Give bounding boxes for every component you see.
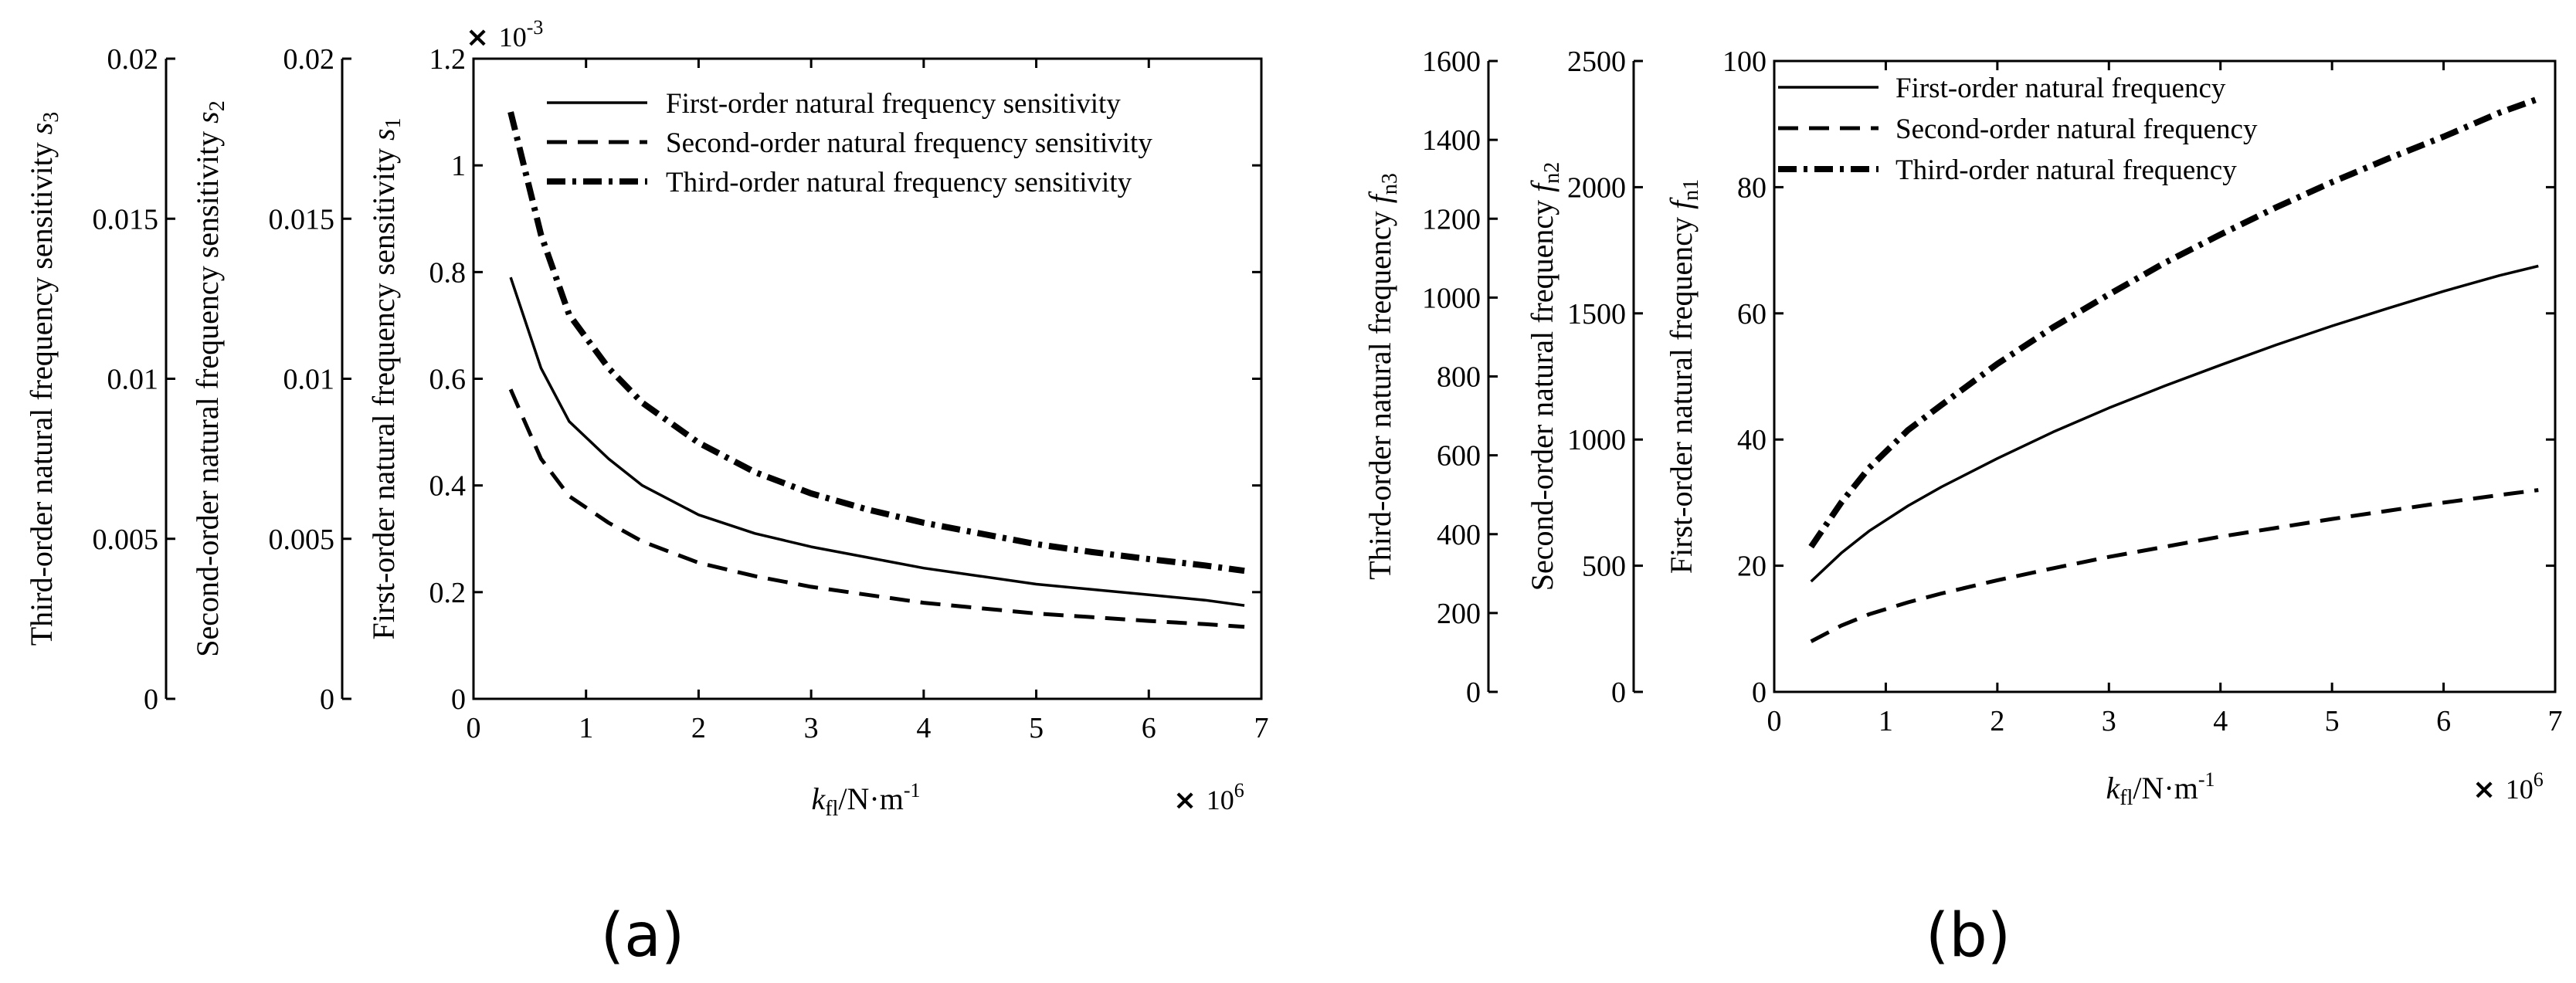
- y-tick-label: 0.015: [93, 203, 159, 236]
- x-tick-label: 1: [1879, 705, 1893, 737]
- series-line-3: [507, 111, 1245, 575]
- legend-label-1: First-order natural frequency: [1896, 73, 2226, 104]
- y-tick-label: 0: [320, 683, 334, 716]
- panel-b: 0 1 2 3 4 5 6 7 kfl/N·m-1 × 106 0 20 40 60 80 100 First-…: [1363, 46, 2563, 810]
- x-tick-label: 2: [691, 712, 706, 744]
- y-tick-label: 1600: [1422, 46, 1481, 78]
- y-axis-label: Third-order natural frequency sensitivit…: [24, 112, 63, 646]
- y-axis-label: First-order natural frequency fn1: [1664, 179, 1703, 574]
- y-tick-label: 0: [1752, 676, 1767, 709]
- y-tick-label: 400: [1437, 519, 1481, 551]
- y-axis-label: Second-order natural frequency sensitivi…: [190, 100, 229, 656]
- y-tick-label: 0: [144, 683, 158, 716]
- x-axis-label: kfl/N·m-1: [812, 779, 921, 821]
- y-tick-label: 0: [1466, 676, 1481, 709]
- y-axis-s3: 0 0.005 0.01 0.015 0.02 Third-order natural f…: [24, 43, 175, 716]
- y-axis-fn3: 0 200 400 600 800 1000 1200 1400 1600 Third-order…: [1363, 46, 1498, 709]
- y-tick-label: 1000: [1422, 282, 1481, 314]
- y-tick-label: 1: [451, 150, 466, 182]
- legend-label-3: Third-order natural frequency: [1896, 154, 2237, 186]
- x-tick-label: 6: [1142, 712, 1156, 744]
- y-tick-label: 0.005: [269, 524, 335, 556]
- caption-b: (b): [1926, 901, 2011, 971]
- y-tick-label: 0.005: [93, 524, 159, 556]
- y-axis-label: Third-order natural frequency fn3: [1363, 173, 1402, 580]
- x-tick-label: 3: [804, 712, 819, 744]
- x-tick-label: 1: [579, 712, 593, 744]
- x-tick-label: 5: [1029, 712, 1044, 744]
- x-multiplier: × 106: [2472, 768, 2544, 805]
- y-tick-label: 0: [1611, 676, 1626, 709]
- series-line-2: [1810, 488, 2539, 643]
- y-multiplier: × 10-3: [466, 16, 543, 53]
- y-tick-label: 0.015: [269, 203, 335, 236]
- legend: First-order natural frequency Second-orde…: [1778, 73, 2258, 186]
- y-tick-label: 2500: [1567, 46, 1626, 78]
- y-tick-label: 200: [1437, 598, 1481, 630]
- x-tick-label: 4: [916, 712, 931, 744]
- y-tick-label: 0: [451, 683, 466, 716]
- x-axis-label: kfl/N·m-1: [2106, 768, 2215, 810]
- y-axis-s1: 0 0.2 0.4 0.6 0.8 1 1.2 First-order natural fre…: [366, 16, 1261, 716]
- x-tick-label: 7: [1254, 712, 1269, 744]
- x-tick-label: 0: [467, 712, 481, 744]
- y-tick-label: 60: [1737, 298, 1767, 330]
- x-tick-label: 5: [2325, 705, 2340, 737]
- y-tick-label: 1.2: [429, 43, 467, 76]
- y-tick-label: 800: [1437, 361, 1481, 394]
- y-tick-label: 0.6: [429, 364, 467, 396]
- y-tick-label: 600: [1437, 440, 1481, 473]
- plot-frame: [1773, 59, 2557, 693]
- y-tick-label: 0.4: [429, 470, 467, 503]
- legend: First-order natural frequency sensitivit…: [547, 88, 1152, 198]
- y-tick-label: 1000: [1567, 424, 1626, 456]
- y-tick-label: 0.02: [283, 43, 335, 76]
- caption-a: (a): [601, 901, 685, 971]
- y-tick-label: 0.01: [107, 364, 159, 396]
- y-tick-label: 40: [1737, 424, 1767, 456]
- series-line-1: [1810, 264, 2539, 583]
- y-tick-label: 1200: [1422, 203, 1481, 236]
- x-multiplier: × 106: [1173, 779, 1244, 816]
- y-tick-label: 0.2: [429, 577, 467, 609]
- y-tick-label: 100: [1722, 46, 1767, 78]
- y-tick-label: 1400: [1422, 124, 1481, 157]
- panel-a: 0 1 2 3 4 5 6 7 kfl/N·m-1 × 106 0 0.2 0.4 0.6 0.8 1 1.2 F…: [24, 16, 1269, 821]
- x-tick-label: 0: [1767, 705, 1782, 737]
- legend-label-1: First-order natural frequency sensitivit…: [666, 88, 1121, 120]
- x-tick-label: 3: [2102, 705, 2116, 737]
- y-tick-label: 0.02: [107, 43, 159, 76]
- y-tick-label: 0.01: [283, 364, 335, 396]
- legend-label-3: Third-order natural frequency sensitivit…: [666, 167, 1132, 198]
- x-tick-label: 2: [1990, 705, 2004, 737]
- y-tick-label: 2000: [1567, 171, 1626, 204]
- x-tick-label: 7: [2548, 705, 2563, 737]
- y-axis-label: First-order natural frequency sensitivit…: [366, 117, 406, 639]
- y-tick-label: 0.8: [429, 256, 467, 289]
- y-axis-fn1: 0 20 40 60 80 100 First-order natural frequenc…: [1664, 46, 2555, 709]
- series-line-2: [508, 388, 1245, 629]
- legend-label-2: Second-order natural frequency: [1896, 114, 2258, 145]
- series-line-3: [1808, 96, 2540, 549]
- y-tick-label: 20: [1737, 551, 1767, 583]
- y-tick-label: 80: [1737, 171, 1767, 204]
- legend-label-2: Second-order natural frequency sensitivi…: [666, 127, 1152, 159]
- y-tick-label: 1500: [1567, 298, 1626, 330]
- x-tick-label: 4: [2213, 705, 2228, 737]
- series-line-1: [509, 276, 1245, 607]
- y-axis-s2: 0 0.005 0.01 0.015 0.02 Second-order natural …: [190, 43, 351, 716]
- x-tick-label: 6: [2436, 705, 2451, 737]
- y-axis-fn2: 0 500 1000 1500 2000 2500 Second-order natural…: [1525, 46, 1643, 709]
- y-axis-label: Second-order natural frequency fn2: [1525, 162, 1564, 591]
- y-tick-label: 500: [1582, 551, 1626, 583]
